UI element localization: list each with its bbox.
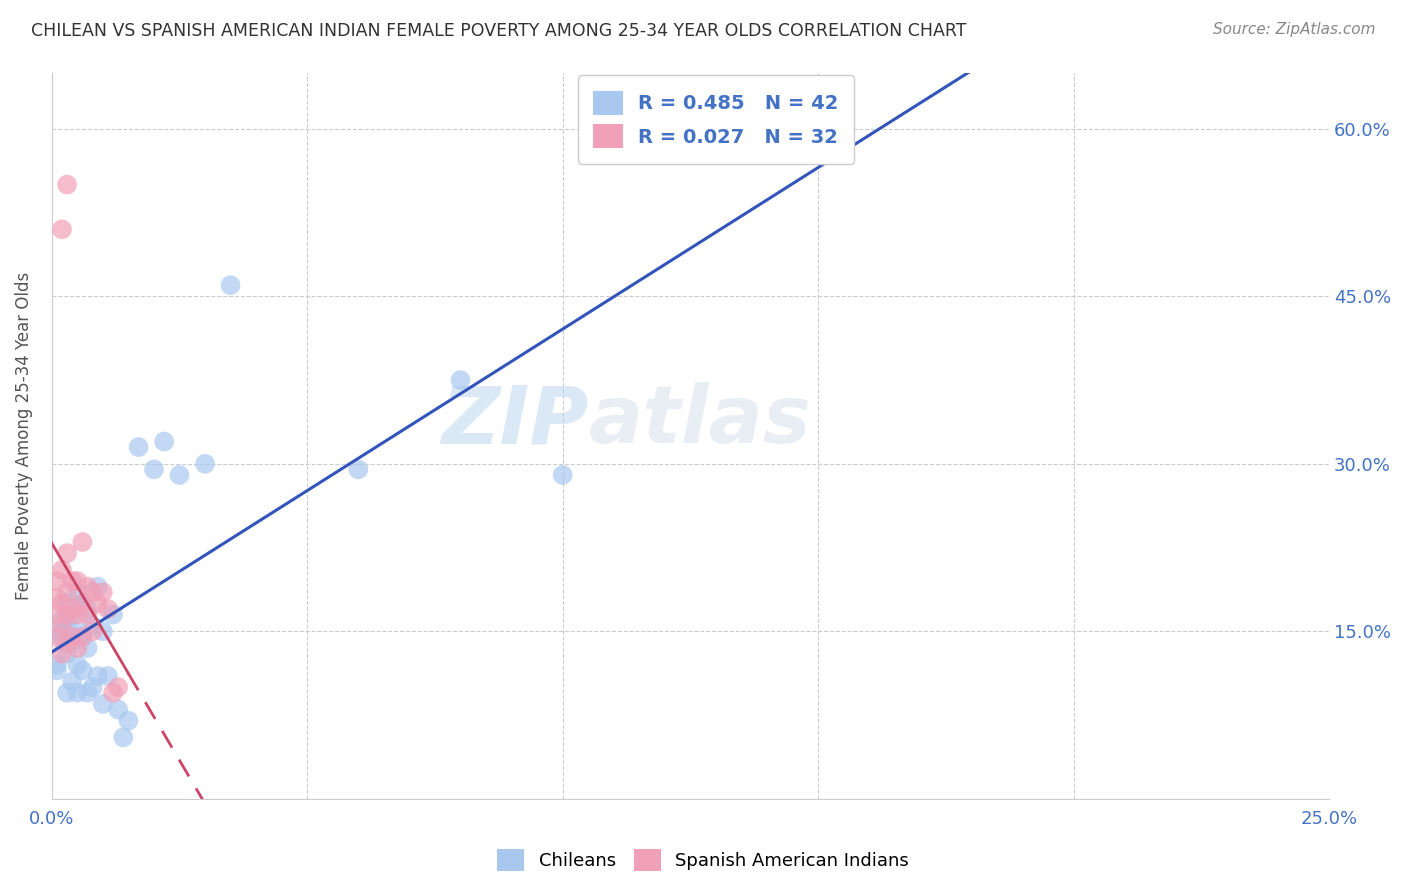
Point — [66, 686, 89, 700]
Point — [45, 630, 67, 644]
Point — [112, 731, 135, 745]
Point — [117, 714, 139, 728]
Point — [142, 462, 165, 476]
Point — [87, 580, 110, 594]
Point — [72, 596, 94, 610]
Text: CHILEAN VS SPANISH AMERICAN INDIAN FEMALE POVERTY AMONG 25-34 YEAR OLDS CORRELAT: CHILEAN VS SPANISH AMERICAN INDIAN FEMAL… — [31, 22, 966, 40]
Point — [45, 607, 67, 622]
Point — [87, 669, 110, 683]
Point — [60, 607, 83, 622]
Point — [56, 178, 79, 192]
Legend: Chileans, Spanish American Indians: Chileans, Spanish American Indians — [489, 842, 917, 879]
Point — [153, 434, 176, 449]
Point — [450, 373, 472, 387]
Point — [219, 278, 242, 293]
Point — [87, 596, 110, 610]
Point — [82, 624, 104, 639]
Point — [60, 674, 83, 689]
Point — [101, 686, 124, 700]
Point — [128, 440, 150, 454]
Point — [107, 680, 129, 694]
Point — [66, 574, 89, 588]
Point — [97, 669, 120, 683]
Point — [91, 624, 114, 639]
Point — [82, 619, 104, 633]
Point — [60, 630, 83, 644]
Point — [51, 647, 73, 661]
Point — [76, 686, 98, 700]
Point — [51, 624, 73, 639]
Point — [347, 462, 370, 476]
Point — [76, 602, 98, 616]
Point — [51, 222, 73, 236]
Point — [51, 596, 73, 610]
Text: Source: ZipAtlas.com: Source: ZipAtlas.com — [1212, 22, 1375, 37]
Point — [66, 657, 89, 672]
Point — [107, 702, 129, 716]
Point — [82, 585, 104, 599]
Point — [56, 619, 79, 633]
Point — [51, 613, 73, 627]
Point — [60, 635, 83, 649]
Point — [76, 607, 98, 622]
Point — [56, 686, 79, 700]
Point — [66, 641, 89, 656]
Point — [66, 607, 89, 622]
Point — [101, 607, 124, 622]
Point — [56, 607, 79, 622]
Point — [56, 585, 79, 599]
Point — [56, 635, 79, 649]
Point — [60, 574, 83, 588]
Point — [76, 580, 98, 594]
Point — [56, 546, 79, 560]
Text: atlas: atlas — [588, 383, 811, 460]
Y-axis label: Female Poverty Among 25-34 Year Olds: Female Poverty Among 25-34 Year Olds — [15, 272, 32, 600]
Point — [72, 630, 94, 644]
Point — [551, 467, 574, 482]
Point — [72, 630, 94, 644]
Point — [51, 563, 73, 577]
Point — [66, 585, 89, 599]
Point — [45, 664, 67, 678]
Point — [45, 574, 67, 588]
Legend: R = 0.485   N = 42, R = 0.027   N = 32: R = 0.485 N = 42, R = 0.027 N = 32 — [578, 76, 853, 164]
Point — [56, 647, 79, 661]
Point — [45, 591, 67, 605]
Point — [60, 602, 83, 616]
Point — [51, 619, 73, 633]
Point — [91, 585, 114, 599]
Point — [76, 641, 98, 656]
Point — [169, 467, 191, 482]
Point — [97, 602, 120, 616]
Point — [66, 624, 89, 639]
Point — [194, 457, 217, 471]
Point — [72, 596, 94, 610]
Point — [72, 535, 94, 549]
Point — [51, 630, 73, 644]
Point — [56, 596, 79, 610]
Point — [91, 697, 114, 711]
Text: ZIP: ZIP — [441, 383, 588, 460]
Point — [72, 664, 94, 678]
Point — [82, 680, 104, 694]
Point — [45, 657, 67, 672]
